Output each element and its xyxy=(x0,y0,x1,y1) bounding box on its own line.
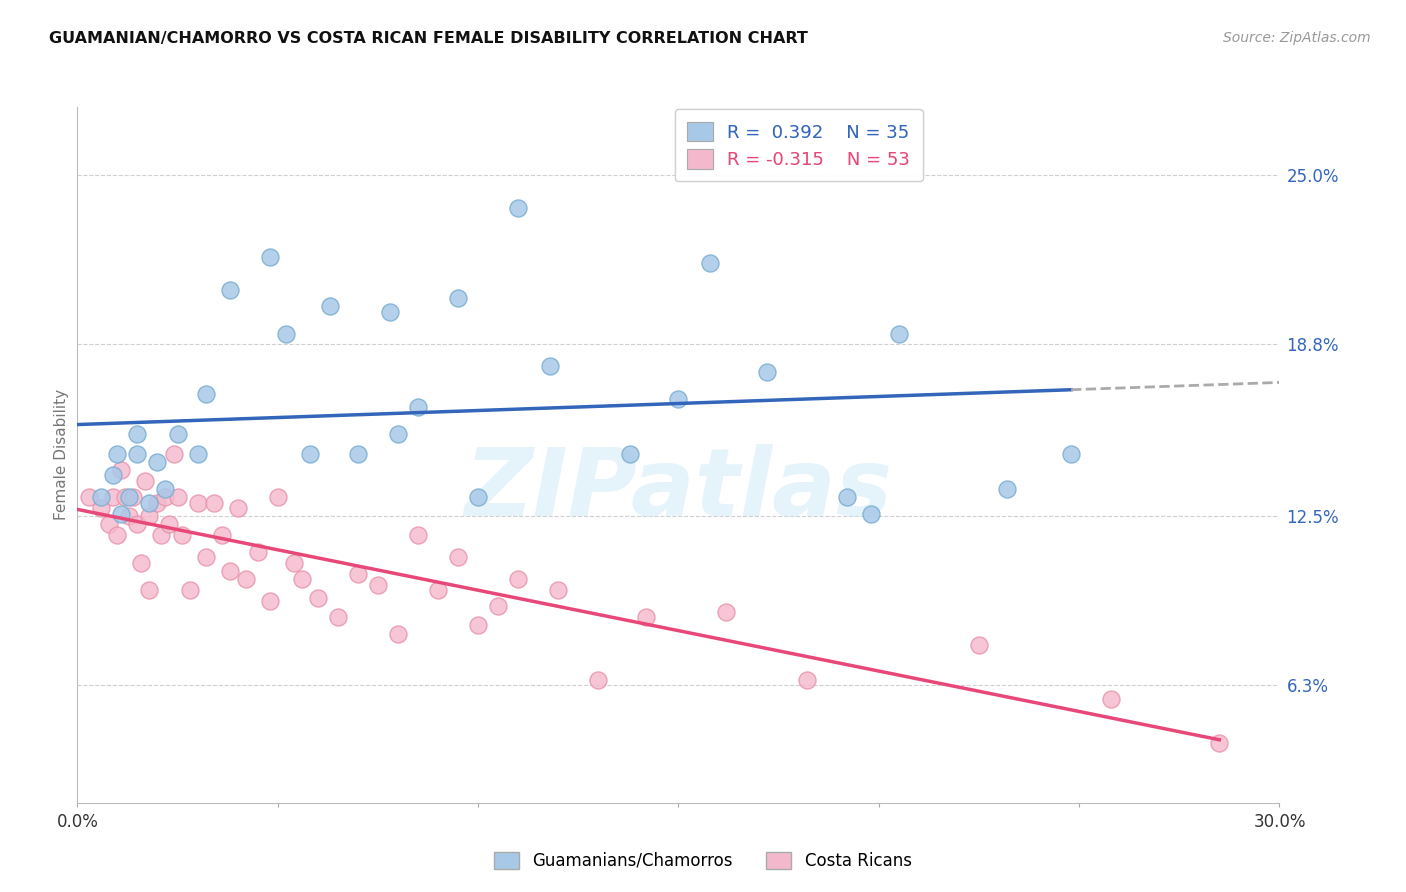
Point xyxy=(146,496,169,510)
Point xyxy=(259,250,281,264)
Point xyxy=(887,326,910,341)
Point xyxy=(110,507,132,521)
Point xyxy=(98,517,121,532)
Point xyxy=(1099,692,1122,706)
Point xyxy=(259,594,281,608)
Point xyxy=(283,556,305,570)
Point xyxy=(110,463,132,477)
Point xyxy=(127,517,149,532)
Point xyxy=(367,577,389,591)
Point xyxy=(319,299,342,313)
Point xyxy=(326,610,349,624)
Point xyxy=(387,427,409,442)
Point xyxy=(508,572,530,586)
Point xyxy=(127,446,149,460)
Point xyxy=(127,427,149,442)
Point xyxy=(246,545,269,559)
Point xyxy=(150,528,173,542)
Point xyxy=(170,528,193,542)
Point xyxy=(291,572,314,586)
Y-axis label: Female Disability: Female Disability xyxy=(53,389,69,521)
Point xyxy=(347,446,370,460)
Point xyxy=(194,386,217,401)
Text: ZIPatlas: ZIPatlas xyxy=(464,443,893,536)
Point xyxy=(122,490,145,504)
Point xyxy=(138,582,160,597)
Point xyxy=(79,490,101,504)
Point xyxy=(131,556,153,570)
Point xyxy=(588,673,610,687)
Point xyxy=(118,509,141,524)
Point xyxy=(467,490,489,504)
Point xyxy=(118,490,141,504)
Point xyxy=(226,501,249,516)
Point xyxy=(90,501,112,516)
Point xyxy=(835,490,858,504)
Point xyxy=(427,582,450,597)
Point xyxy=(103,490,125,504)
Point xyxy=(186,496,209,510)
Point xyxy=(406,400,429,414)
Point xyxy=(166,427,188,442)
Point xyxy=(155,490,177,504)
Point xyxy=(1208,736,1230,750)
Point xyxy=(967,638,990,652)
Point xyxy=(538,359,561,374)
Point xyxy=(138,496,160,510)
Point xyxy=(1060,446,1083,460)
Point xyxy=(235,572,257,586)
Point xyxy=(166,490,188,504)
Point xyxy=(447,291,470,305)
Point xyxy=(699,255,721,269)
Point xyxy=(211,528,233,542)
Point xyxy=(668,392,690,406)
Point xyxy=(179,582,201,597)
Legend: R =  0.392    N = 35, R = -0.315    N = 53: R = 0.392 N = 35, R = -0.315 N = 53 xyxy=(675,109,922,181)
Point xyxy=(107,446,129,460)
Point xyxy=(859,507,882,521)
Point xyxy=(159,517,181,532)
Point xyxy=(155,482,177,496)
Point xyxy=(186,446,209,460)
Point xyxy=(202,496,225,510)
Point xyxy=(134,474,156,488)
Point xyxy=(274,326,297,341)
Point xyxy=(378,304,401,318)
Point xyxy=(387,626,409,640)
Point xyxy=(138,509,160,524)
Point xyxy=(636,610,658,624)
Legend: Guamanians/Chamorros, Costa Ricans: Guamanians/Chamorros, Costa Ricans xyxy=(488,845,918,877)
Point xyxy=(796,673,818,687)
Text: Source: ZipAtlas.com: Source: ZipAtlas.com xyxy=(1223,31,1371,45)
Point xyxy=(298,446,321,460)
Point xyxy=(508,201,530,215)
Point xyxy=(218,283,240,297)
Point xyxy=(447,550,470,565)
Point xyxy=(486,599,509,614)
Point xyxy=(755,365,778,379)
Point xyxy=(547,582,569,597)
Point xyxy=(218,564,240,578)
Point xyxy=(162,446,184,460)
Point xyxy=(467,618,489,632)
Point xyxy=(716,605,738,619)
Point xyxy=(995,482,1018,496)
Point xyxy=(103,468,125,483)
Point xyxy=(267,490,290,504)
Point xyxy=(307,591,329,606)
Point xyxy=(114,490,136,504)
Point xyxy=(90,490,112,504)
Point xyxy=(146,455,169,469)
Point xyxy=(347,566,370,581)
Text: GUAMANIAN/CHAMORRO VS COSTA RICAN FEMALE DISABILITY CORRELATION CHART: GUAMANIAN/CHAMORRO VS COSTA RICAN FEMALE… xyxy=(49,31,808,46)
Point xyxy=(107,528,129,542)
Point xyxy=(619,446,641,460)
Point xyxy=(406,528,429,542)
Point xyxy=(194,550,217,565)
